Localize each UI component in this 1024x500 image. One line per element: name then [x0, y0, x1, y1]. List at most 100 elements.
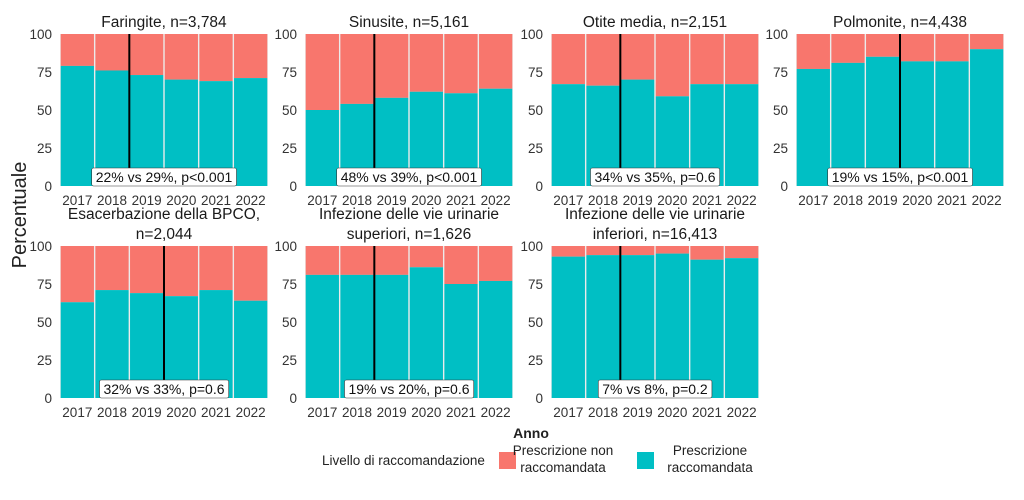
- bar-non-raccomandata-2017: [796, 34, 830, 69]
- bar-non-raccomandata-2021: [690, 246, 724, 260]
- panel-title: superiori, n=1,626: [347, 226, 472, 243]
- annotation: 22% vs 29%, p<0.001: [91, 167, 237, 187]
- panel-4: Polmonite, n=4,438 0 25 50 75 100 2017 2018 2019…: [765, 14, 1004, 208]
- bar-non-raccomandata-2020: [409, 34, 443, 92]
- bar-raccomandata-2022: [725, 84, 759, 186]
- x-tick-label: 2021: [446, 405, 476, 420]
- annotation: 19% vs 20%, p=0.6: [344, 379, 475, 399]
- annotation-text: 19% vs 15%, p<0.001: [832, 169, 969, 185]
- annotation-text: 22% vs 29%, p<0.001: [96, 169, 233, 185]
- legend-title: Livello di raccomandazione: [322, 453, 485, 468]
- x-tick-label: 2018: [97, 405, 127, 420]
- bar-non-raccomandata-2018: [586, 34, 620, 86]
- panel-background: [551, 34, 759, 186]
- bar-raccomandata-2017: [551, 84, 585, 186]
- bar-non-raccomandata-2018: [95, 34, 129, 71]
- bar-non-raccomandata-2018: [95, 246, 129, 291]
- annotation-text: 19% vs 20%, p=0.6: [348, 381, 469, 397]
- x-tick-label: 2022: [481, 193, 511, 208]
- x-tick-label: 2019: [377, 405, 407, 420]
- legend-label: raccomandata: [520, 460, 606, 475]
- bar-raccomandata-2022: [970, 49, 1004, 187]
- y-axis-title: Percentuale: [9, 162, 31, 269]
- x-tick-label: 2017: [553, 405, 583, 420]
- x-tick-label: 2017: [62, 405, 92, 420]
- bar-non-raccomandata-2020: [164, 246, 198, 297]
- annotation: 32% vs 33%, p=0.6: [99, 379, 230, 399]
- bar-raccomandata-2020: [900, 61, 934, 186]
- bar-non-raccomandata-2021: [199, 34, 233, 82]
- y-tick-label: 75: [37, 277, 52, 292]
- y-tick-label: 25: [37, 353, 52, 368]
- y-tick-label: 25: [282, 353, 297, 368]
- x-tick-label: 2022: [481, 405, 511, 420]
- bar-non-raccomandata-2022: [725, 246, 759, 259]
- y-tick-label: 75: [282, 65, 297, 80]
- bar-non-raccomandata-2017: [305, 246, 339, 275]
- annotation-text: 32% vs 33%, p=0.6: [103, 381, 224, 397]
- legend-label: Prescrizione: [673, 443, 747, 458]
- bar-raccomandata-2018: [95, 70, 129, 186]
- x-tick-label: 2017: [307, 405, 337, 420]
- x-tick-label: 2019: [623, 193, 653, 208]
- legend-key-1: [499, 452, 516, 469]
- y-tick-label: 25: [528, 353, 543, 368]
- annotation-box: [344, 379, 475, 399]
- x-tick-label: 2022: [727, 405, 757, 420]
- bar-non-raccomandata-2019: [621, 246, 655, 256]
- bar-raccomandata-2021: [935, 61, 969, 186]
- panel-5: Esacerbazione della BPCO, n=2,044 0 25 50 75 1…: [29, 206, 268, 420]
- bar-non-raccomandata-2020: [164, 34, 198, 80]
- y-tick-label: 0: [535, 179, 543, 194]
- y-tick-label: 50: [528, 103, 543, 118]
- panel-1: Faringite, n=3,784 0 25 50 75 100 2017 2018 2019…: [29, 14, 268, 208]
- annotation-box: [597, 379, 713, 399]
- bar-non-raccomandata-2019: [621, 34, 655, 80]
- y-tick-label: 50: [37, 103, 52, 118]
- bar-non-raccomandata-2017: [60, 246, 94, 303]
- x-tick-label: 2021: [937, 193, 967, 208]
- bar-non-raccomandata-2019: [130, 246, 164, 294]
- panel-title: Infezione delle vie urinarie: [319, 206, 499, 223]
- bar-raccomandata-2021: [444, 284, 478, 398]
- x-tick-label: 2022: [236, 405, 266, 420]
- bar-raccomandata-2022: [479, 280, 513, 398]
- y-tick-label: 0: [780, 179, 788, 194]
- bar-non-raccomandata-2019: [375, 246, 409, 275]
- bar-raccomandata-2017: [60, 65, 94, 186]
- bar-raccomandata-2017: [305, 110, 339, 186]
- panel-title: Infezione delle vie urinarie: [565, 206, 745, 223]
- annotation-box: [590, 167, 721, 187]
- x-tick-label: 2018: [342, 193, 372, 208]
- bar-raccomandata-2022: [234, 78, 268, 186]
- panel-title: Polmonite, n=4,438: [833, 14, 967, 31]
- x-tick-label: 2021: [446, 193, 476, 208]
- x-tick-label: 2022: [236, 193, 266, 208]
- y-tick-label: 100: [274, 27, 297, 42]
- panel-title: n=2,044: [136, 226, 193, 243]
- bar-raccomandata-2022: [479, 88, 513, 186]
- y-tick-label: 25: [773, 141, 788, 156]
- y-tick-label: 75: [528, 65, 543, 80]
- bar-non-raccomandata-2022: [479, 34, 513, 89]
- panel-2: Sinusite, n=5,161 0 25 50 75 100 2017 2018 2019 2…: [274, 14, 513, 208]
- bar-non-raccomandata-2018: [831, 34, 865, 63]
- x-tick-label: 2017: [307, 193, 337, 208]
- y-tick-label: 50: [528, 315, 543, 330]
- y-tick-label: 50: [282, 103, 297, 118]
- y-tick-label: 0: [289, 391, 297, 406]
- y-tick-label: 75: [37, 65, 52, 80]
- bar-raccomandata-2017: [305, 274, 339, 398]
- panel-title: Faringite, n=3,784: [101, 14, 227, 31]
- bar-raccomandata-2019: [621, 255, 655, 398]
- bar-non-raccomandata-2018: [340, 246, 374, 275]
- y-tick-label: 100: [29, 239, 52, 254]
- panel-background: [60, 34, 268, 186]
- x-tick-label: 2021: [201, 405, 231, 420]
- y-tick-label: 75: [282, 277, 297, 292]
- bar-non-raccomandata-2021: [199, 246, 233, 291]
- bar-raccomandata-2017: [60, 302, 94, 398]
- x-tick-label: 2018: [588, 193, 618, 208]
- bar-raccomandata-2019: [375, 274, 409, 398]
- y-tick-label: 0: [44, 179, 52, 194]
